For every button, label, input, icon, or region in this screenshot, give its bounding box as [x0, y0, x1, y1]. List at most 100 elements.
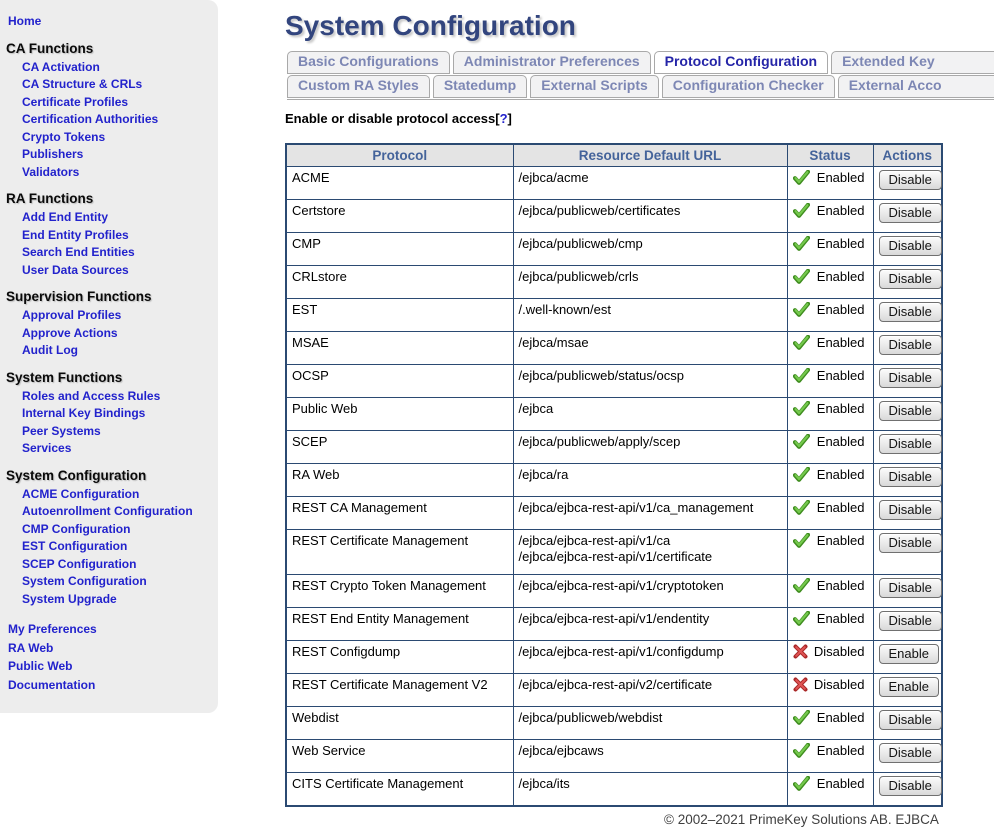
green-check-icon: [792, 610, 810, 630]
actions-cell: Disable: [872, 430, 943, 464]
resource-url-cell: /ejbca/msae: [512, 331, 788, 365]
status-wrap: Enabled: [792, 742, 868, 762]
url-line: /ejbca/its: [518, 776, 570, 791]
disable-button[interactable]: Disable: [878, 236, 942, 256]
resource-url-cell: /ejbca/ejbca-rest-api/v1/cryptotoken: [512, 574, 788, 608]
tab-external-scripts[interactable]: External Scripts: [530, 75, 659, 98]
disable-button[interactable]: Disable: [878, 302, 942, 322]
disable-button[interactable]: Disable: [878, 776, 942, 796]
disable-button[interactable]: Disable: [878, 611, 942, 631]
sidebar-item-approval-profiles[interactable]: Approval Profiles: [22, 308, 122, 322]
protocol-cell: Web Service: [285, 739, 514, 773]
sidebar-item-approve-actions[interactable]: Approve Actions: [22, 325, 118, 340]
sidebar-link-documentation[interactable]: Documentation: [8, 677, 96, 692]
protocol-cell: REST Certificate Management V2: [285, 673, 514, 707]
sidebar-item-add-end-entity[interactable]: Add End Entity: [22, 210, 108, 224]
sidebar-section-ra-functions: RA Functions: [6, 191, 94, 206]
actions-cell: Disable: [872, 397, 943, 431]
disable-button[interactable]: Disable: [878, 269, 942, 289]
sidebar-item-internal-key-bindings[interactable]: Internal Key Bindings: [22, 406, 146, 420]
disable-button[interactable]: Disable: [878, 578, 942, 598]
actions-cell: Disable: [872, 574, 943, 608]
help-link[interactable]: ?: [499, 111, 508, 126]
sidebar-item-services[interactable]: Services: [22, 441, 72, 455]
sidebar-item-user-data-sources[interactable]: User Data Sources: [22, 262, 129, 277]
sidebar-item-certificate-profiles[interactable]: Certificate Profiles: [22, 94, 129, 109]
status-wrap: Enabled: [792, 268, 868, 288]
resource-url-cell: /ejbca/its: [512, 772, 788, 807]
sidebar-item-roles-and-access-rules[interactable]: Roles and Access Rules: [22, 388, 161, 403]
sidebar-item-ca-activation[interactable]: CA Activation: [22, 59, 100, 74]
tab-statedump[interactable]: Statedump: [432, 75, 528, 98]
resource-url-cell: /ejbca/publicweb/status/ocsp: [512, 364, 788, 398]
sidebar-section-items-ca-functions: CA Activation CA Structure & CRLs Certific…: [0, 59, 218, 182]
sidebar-item-acme-configuration[interactable]: ACME Configuration: [22, 486, 140, 501]
sidebar-item-crypto-tokens[interactable]: Crypto Tokens: [22, 129, 106, 144]
disable-button[interactable]: Disable: [878, 500, 942, 520]
enable-button[interactable]: Enable: [878, 644, 939, 664]
intro-text: Enable or disable protocol access[?]: [285, 111, 994, 126]
table-row-crlstore: CRLstore/ejbca/publicweb/crls Enabled Disa…: [285, 265, 943, 299]
actions-cell: Enable: [872, 640, 943, 674]
sidebar-item-search-end-entities[interactable]: Search End Entities: [22, 245, 135, 259]
sidebar-item-cmp-configuration[interactable]: CMP Configuration: [22, 521, 131, 536]
red-cross-icon: [793, 644, 808, 663]
intro-suffix: ]: [507, 111, 512, 126]
tab-external-acco[interactable]: External Acco: [837, 75, 994, 98]
table-row-rest-end-entity-management: REST End Entity Management/ejbca/ejbca-r…: [285, 607, 943, 641]
resource-url-cell: /ejbca/publicweb/webdist: [512, 706, 788, 740]
status-label: Enabled: [816, 776, 865, 791]
sidebar-item-system-configuration[interactable]: System Configuration: [22, 574, 147, 588]
sidebar-section-ca-functions: CA Functions: [6, 40, 94, 56]
tab-extended-key[interactable]: Extended Key: [831, 51, 994, 74]
disable-button[interactable]: Disable: [878, 710, 942, 730]
actions-cell: Disable: [872, 265, 943, 299]
sidebar-item-peer-systems[interactable]: Peer Systems: [22, 423, 101, 438]
sidebar-item-end-entity-profiles[interactable]: End Entity Profiles: [22, 227, 129, 242]
disable-button[interactable]: Disable: [878, 533, 942, 553]
green-check-icon: [792, 709, 810, 729]
actions-cell: Disable: [872, 607, 943, 641]
status-label: Enabled: [816, 170, 865, 185]
sidebar-link-my-preferences[interactable]: My Preferences: [8, 622, 97, 636]
sidebar-link-home[interactable]: Home: [8, 14, 42, 28]
sidebar-item-scep-configuration[interactable]: SCEP Configuration: [22, 556, 137, 571]
disable-button[interactable]: Disable: [878, 170, 942, 190]
resource-url-cell: /.well-known/est: [512, 298, 788, 332]
protocol-cell: Public Web: [285, 397, 514, 431]
sidebar-item-ca-structure-crls[interactable]: CA Structure & CRLs: [22, 77, 143, 91]
sidebar-item-autoenrollment-configuration[interactable]: Autoenrollment Configuration: [22, 504, 193, 518]
tab-basic-configurations[interactable]: Basic Configurations: [287, 51, 450, 74]
status-label: Enabled: [816, 236, 865, 251]
sidebar-item-est-configuration[interactable]: EST Configuration: [22, 539, 128, 553]
sidebar-item-publishers[interactable]: Publishers: [22, 147, 84, 161]
status-cell: Enabled: [786, 232, 874, 266]
disable-button[interactable]: Disable: [878, 401, 942, 421]
protocol-cell: OCSP: [285, 364, 514, 398]
disable-button[interactable]: Disable: [878, 743, 942, 763]
tab-administrator-preferences[interactable]: Administrator Preferences: [452, 51, 651, 74]
protocol-cell: EST: [285, 298, 514, 332]
sidebar-item-system-upgrade[interactable]: System Upgrade: [22, 591, 117, 606]
disable-button[interactable]: Disable: [878, 203, 942, 223]
protocol-cell: CITS Certificate Management: [285, 772, 514, 807]
sidebar-link-ra-web[interactable]: RA Web: [8, 640, 54, 655]
sidebar-link-public-web[interactable]: Public Web: [8, 659, 73, 673]
disable-button[interactable]: Disable: [878, 434, 942, 454]
table-row-rest-certificate-management-v2: REST Certificate Management V2/ejbca/ejb…: [285, 673, 943, 707]
sidebar-item-audit-log[interactable]: Audit Log: [22, 343, 78, 357]
url-line: /ejbca/publicweb/apply/scep: [518, 434, 681, 449]
enable-button[interactable]: Enable: [878, 677, 939, 697]
disable-button[interactable]: Disable: [878, 335, 942, 355]
resource-url-cell: /ejbca/ejbcaws: [512, 739, 788, 773]
actions-cell: Disable: [872, 772, 943, 807]
tab-configuration-checker[interactable]: Configuration Checker: [661, 75, 835, 98]
disable-button[interactable]: Disable: [878, 467, 942, 487]
disable-button[interactable]: Disable: [878, 368, 942, 388]
tab-protocol-configuration[interactable]: Protocol Configuration: [653, 51, 829, 74]
status-wrap: Enabled: [792, 235, 868, 255]
protocol-cell: Webdist: [285, 706, 514, 740]
sidebar-item-certification-authorities[interactable]: Certification Authorities: [22, 112, 159, 126]
tab-custom-ra-styles[interactable]: Custom RA Styles: [287, 75, 430, 98]
sidebar-item-validators[interactable]: Validators: [22, 164, 80, 179]
